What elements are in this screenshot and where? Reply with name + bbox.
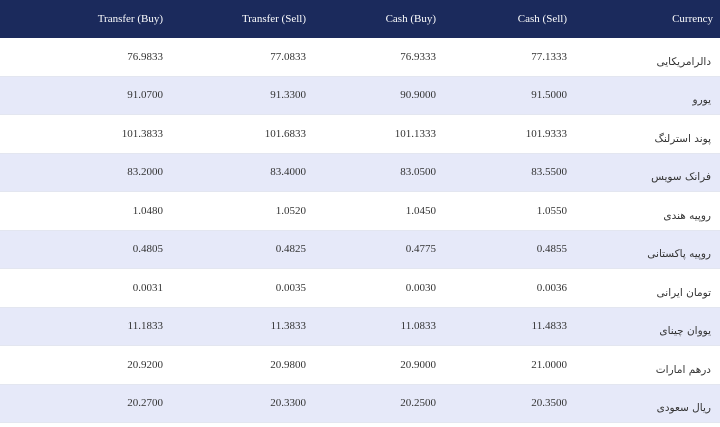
cash-buy-value: 1.0450: [405, 204, 436, 217]
transfer-sell-value: 0.0035: [275, 281, 306, 294]
cash-buy-value: 11.0833: [400, 320, 436, 333]
header-cash-sell[interactable]: Cash (Sell): [517, 13, 567, 25]
table-row: 0.0031 0.0035 0.0030 0.0036 تومان ایرانی: [0, 269, 720, 308]
transfer-sell-value: 83.4000: [270, 166, 306, 179]
table-header: Transfer (Buy) Transfer (Sell) Cash (Buy…: [0, 0, 720, 38]
table-row: 11.1833 11.3833 11.0833 11.4833 یووان چینای: [0, 307, 720, 346]
cash-sell-value: 1.0550: [536, 204, 567, 217]
transfer-buy-value: 101.3833: [121, 127, 163, 140]
cash-sell-value: 21.0000: [531, 358, 567, 371]
currency-name: یورو: [692, 94, 712, 107]
table-row: 76.9833 77.0833 76.9333 77.1333 دالرامریکایی: [0, 38, 720, 77]
cash-buy-value: 0.0030: [405, 281, 436, 294]
currency-name: تومان ایرانی: [656, 286, 711, 299]
table-row: 1.0480 1.0520 1.0450 1.0550 روپیه هندی: [0, 192, 720, 231]
transfer-buy-value: 20.9200: [127, 358, 163, 371]
transfer-sell-value: 11.3833: [270, 320, 306, 333]
cash-buy-value: 76.9333: [400, 50, 436, 63]
header-currency[interactable]: Currency: [672, 13, 713, 25]
cash-sell-value: 83.5500: [531, 166, 567, 179]
cash-buy-value: 0.4775: [405, 243, 436, 256]
table-row: 101.3833 101.6833 101.1333 101.9333 پوند است…: [0, 115, 720, 154]
currency-name: دالرامریکایی: [656, 55, 711, 68]
cash-buy-value: 90.9000: [400, 89, 436, 102]
cash-sell-value: 91.5000: [531, 89, 567, 102]
header-cash-buy[interactable]: Cash (Buy): [385, 13, 436, 25]
currency-name: روپیه هندی: [663, 209, 711, 222]
transfer-sell-value: 91.3300: [270, 89, 306, 102]
header-transfer-sell[interactable]: Transfer (Sell): [241, 13, 306, 25]
cash-buy-value: 83.0500: [400, 166, 436, 179]
currency-name: پوند استرلنگ: [654, 132, 711, 145]
transfer-buy-value: 1.0480: [132, 204, 163, 217]
transfer-sell-value: 1.0520: [275, 204, 306, 217]
transfer-buy-value: 20.2700: [127, 397, 163, 410]
transfer-sell-value: 20.3300: [270, 397, 306, 410]
cash-sell-value: 101.9333: [525, 127, 567, 140]
cash-sell-value: 0.0036: [536, 281, 567, 294]
table-row: 20.9200 20.9800 20.9000 21.0000 درهم امارات: [0, 346, 720, 385]
cash-buy-value: 20.2500: [400, 397, 436, 410]
currency-name: درهم امارات: [655, 363, 711, 376]
table-row: 0.4805 0.4825 0.4775 0.4855 روپیه پاکستانی: [0, 230, 720, 269]
table-row: 20.2700 20.3300 20.2500 20.3500 ریال سعودی: [0, 384, 720, 423]
transfer-buy-value: 0.0031: [132, 281, 163, 294]
transfer-buy-value: 91.0700: [127, 89, 163, 102]
table-body: 76.9833 77.0833 76.9333 77.1333 دالرامریکایی…: [0, 38, 720, 423]
currency-name: ریال سعودی: [656, 402, 711, 415]
table-row: 91.0700 91.3300 90.9000 91.5000 یورو: [0, 76, 720, 115]
cash-buy-value: 20.9000: [400, 358, 436, 371]
transfer-sell-value: 101.6833: [264, 127, 306, 140]
cash-buy-value: 101.1333: [394, 127, 436, 140]
transfer-buy-value: 83.2000: [127, 166, 163, 179]
transfer-sell-value: 0.4825: [275, 243, 306, 256]
transfer-sell-value: 20.9800: [270, 358, 306, 371]
cash-sell-value: 0.4855: [536, 243, 567, 256]
transfer-buy-value: 76.9833: [127, 50, 163, 63]
cash-sell-value: 77.1333: [531, 50, 567, 63]
currency-name: یووان چینای: [659, 325, 711, 338]
currency-name: فرانک سویس: [651, 171, 711, 184]
currency-name: روپیه پاکستانی: [647, 248, 711, 261]
transfer-sell-value: 77.0833: [270, 50, 306, 63]
table-row: 83.2000 83.4000 83.0500 83.5500 فرانک سویس: [0, 153, 720, 192]
header-transfer-buy[interactable]: Transfer (Buy): [97, 13, 163, 25]
cash-sell-value: 20.3500: [531, 397, 567, 410]
cash-sell-value: 11.4833: [531, 320, 567, 333]
transfer-buy-value: 0.4805: [132, 243, 163, 256]
transfer-buy-value: 11.1833: [127, 320, 163, 333]
